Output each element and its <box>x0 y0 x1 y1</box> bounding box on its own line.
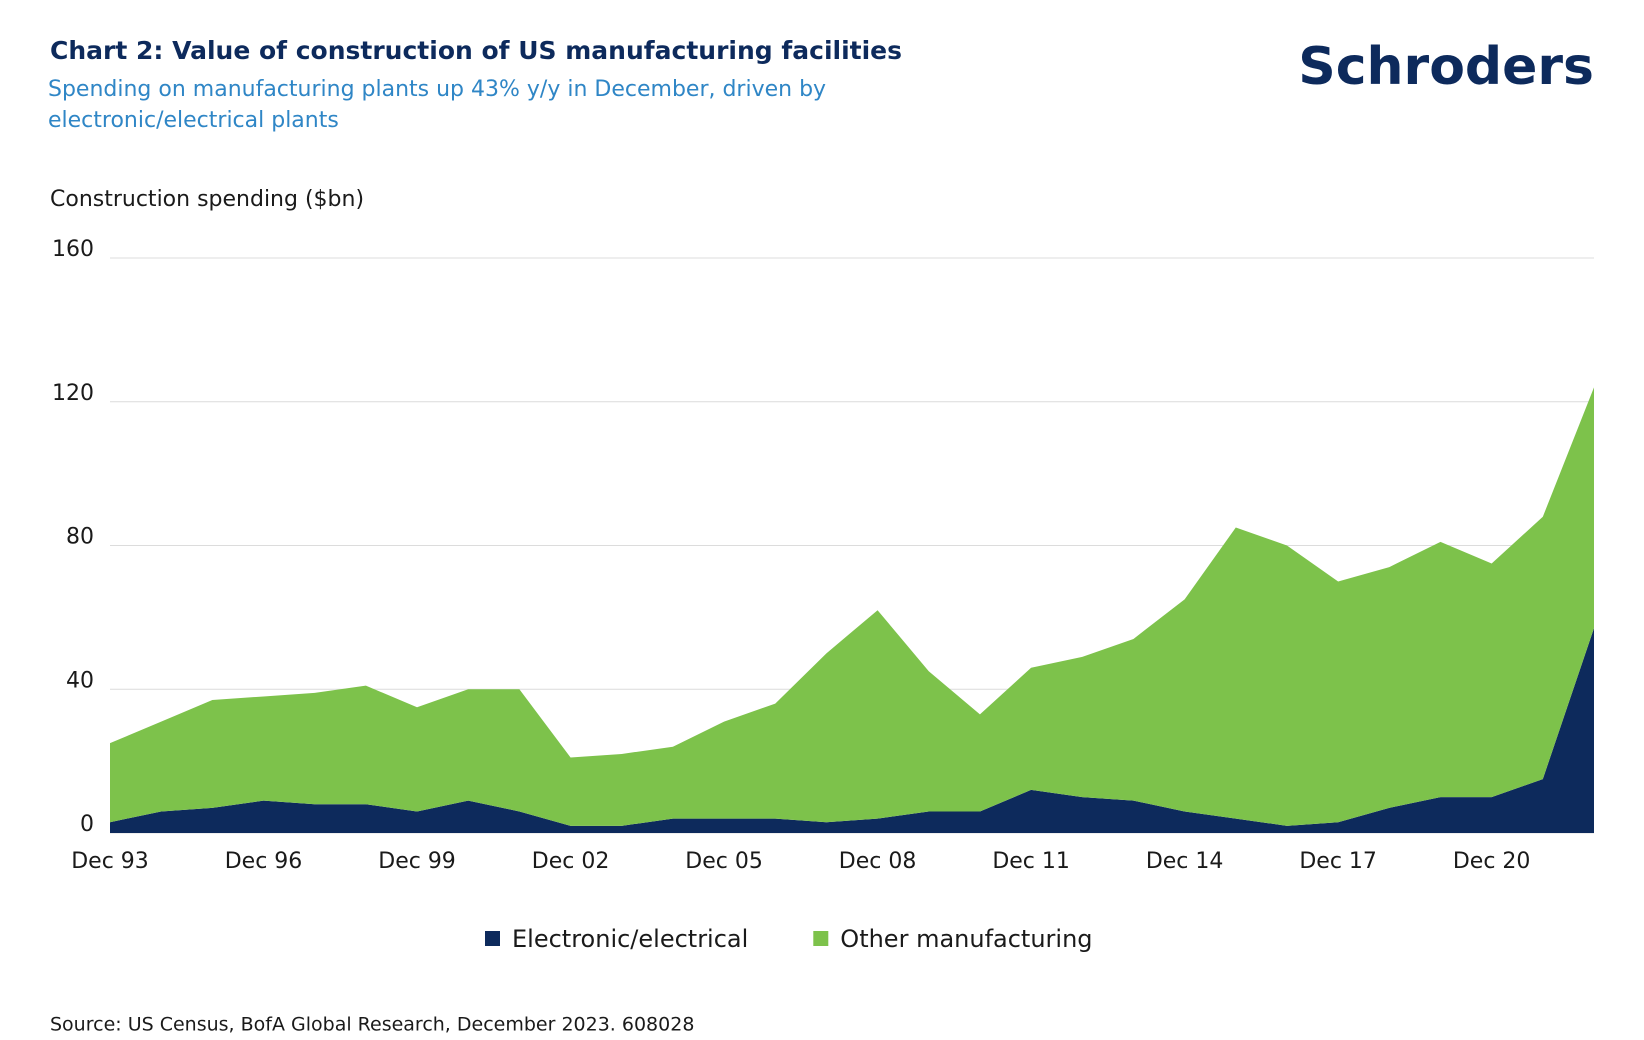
x-tick-label: Dec 14 <box>1146 849 1224 874</box>
area <box>110 387 1594 826</box>
x-tick-label: Dec 20 <box>1453 849 1531 874</box>
y-tick-label: 40 <box>66 668 94 693</box>
subtitle-box: Spending on manufacturing plants up 43% … <box>48 77 827 133</box>
x-tick-label: Dec 99 <box>378 849 456 874</box>
brand-logo: Schroders <box>1298 37 1594 97</box>
y-tick-label: 0 <box>80 812 94 837</box>
x-tick-label: Dec 11 <box>992 849 1070 874</box>
chart-subtitle: Spending on manufacturing plants up 43% … <box>48 77 827 133</box>
source-note: Source: US Census, BofA Global Research,… <box>50 1014 694 1036</box>
legend-swatch <box>485 931 500 946</box>
legend-label: Electronic/electrical <box>512 925 748 953</box>
y-axis-label: Construction spending ($bn) <box>50 187 364 212</box>
y-tick-label: 120 <box>52 381 94 406</box>
y-tick-label: 160 <box>52 237 94 262</box>
x-tick-label: Dec 93 <box>71 849 149 874</box>
legend-swatch <box>813 931 829 946</box>
x-tick-label: Dec 02 <box>532 849 610 874</box>
x-tick-label: Dec 96 <box>225 849 303 874</box>
x-tick-label: Dec 17 <box>1299 849 1377 874</box>
legend-label: Other manufacturing <box>840 925 1092 953</box>
area <box>110 628 1594 833</box>
chart-title: Chart 2: Value of construction of US man… <box>50 36 902 65</box>
y-tick-label: 80 <box>66 525 94 550</box>
x-tick-label: Dec 05 <box>685 849 763 874</box>
x-tick-label: Dec 08 <box>839 849 917 874</box>
